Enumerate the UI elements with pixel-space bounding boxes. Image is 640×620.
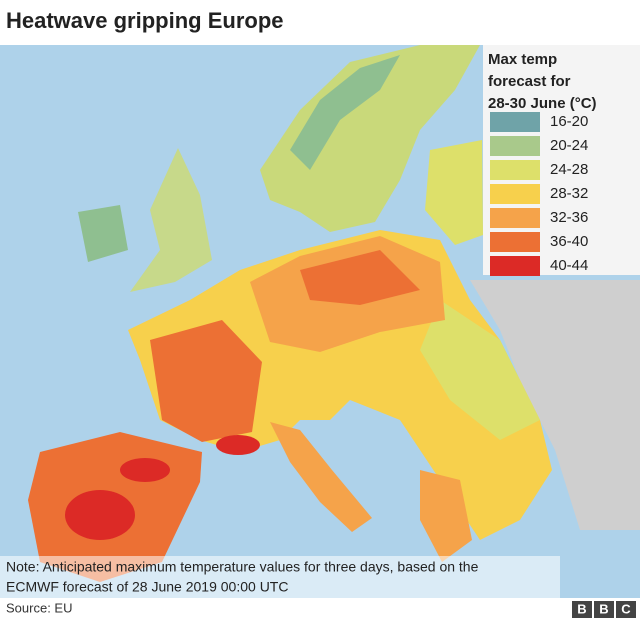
logo-letter: B <box>599 601 608 616</box>
legend-title: 28-30 June (°C) <box>488 95 597 112</box>
legend-label: 20-24 <box>550 137 588 154</box>
land-greece <box>420 470 472 562</box>
source: Source: EU <box>6 600 72 615</box>
note-backdrop <box>0 556 560 598</box>
legend-title: forecast for <box>488 73 571 90</box>
land-finland <box>425 140 483 245</box>
note: Note: Anticipated maximum temperature va… <box>6 559 479 595</box>
land-britain <box>130 148 212 292</box>
legend-label: 32-36 <box>550 209 588 226</box>
land-hot-spot <box>65 490 135 540</box>
note-line: ECMWF forecast of 28 June 2019 00:00 UTC <box>6 579 288 595</box>
legend-swatch <box>490 112 540 132</box>
legend-swatch <box>490 256 540 276</box>
land-ireland <box>78 205 128 262</box>
legend-swatch <box>490 208 540 228</box>
legend-label: 16-20 <box>550 113 588 130</box>
legend-label: 40-44 <box>550 257 588 274</box>
legend-label: 24-28 <box>550 161 588 178</box>
logo-letter: C <box>621 601 631 616</box>
logo-letter: B <box>577 601 586 616</box>
legend-title: Max temp <box>488 51 557 68</box>
legend-label: 36-40 <box>550 233 588 250</box>
logo-box <box>594 601 614 618</box>
land-italy <box>270 422 372 532</box>
legend-swatch <box>490 184 540 204</box>
title: Heatwave gripping Europe <box>6 8 284 33</box>
land-hot-spot <box>120 458 170 482</box>
legend-swatch <box>490 232 540 252</box>
land-hot-spot <box>216 435 260 455</box>
land-mountains <box>290 55 400 170</box>
legend-swatch <box>490 160 540 180</box>
land-grey <box>470 280 640 530</box>
land-hot-central <box>300 250 420 305</box>
land-east <box>420 300 540 440</box>
legend-swatch <box>490 136 540 156</box>
legend-label: 28-32 <box>550 185 588 202</box>
legend: Max temp forecast for 28-30 June (°C)16-20… <box>488 51 597 276</box>
land-france <box>150 320 262 442</box>
logo-box <box>616 601 636 618</box>
land-scandinavia <box>260 45 480 232</box>
note-line: Note: Anticipated maximum temperature va… <box>6 559 479 575</box>
logo-box <box>572 601 592 618</box>
